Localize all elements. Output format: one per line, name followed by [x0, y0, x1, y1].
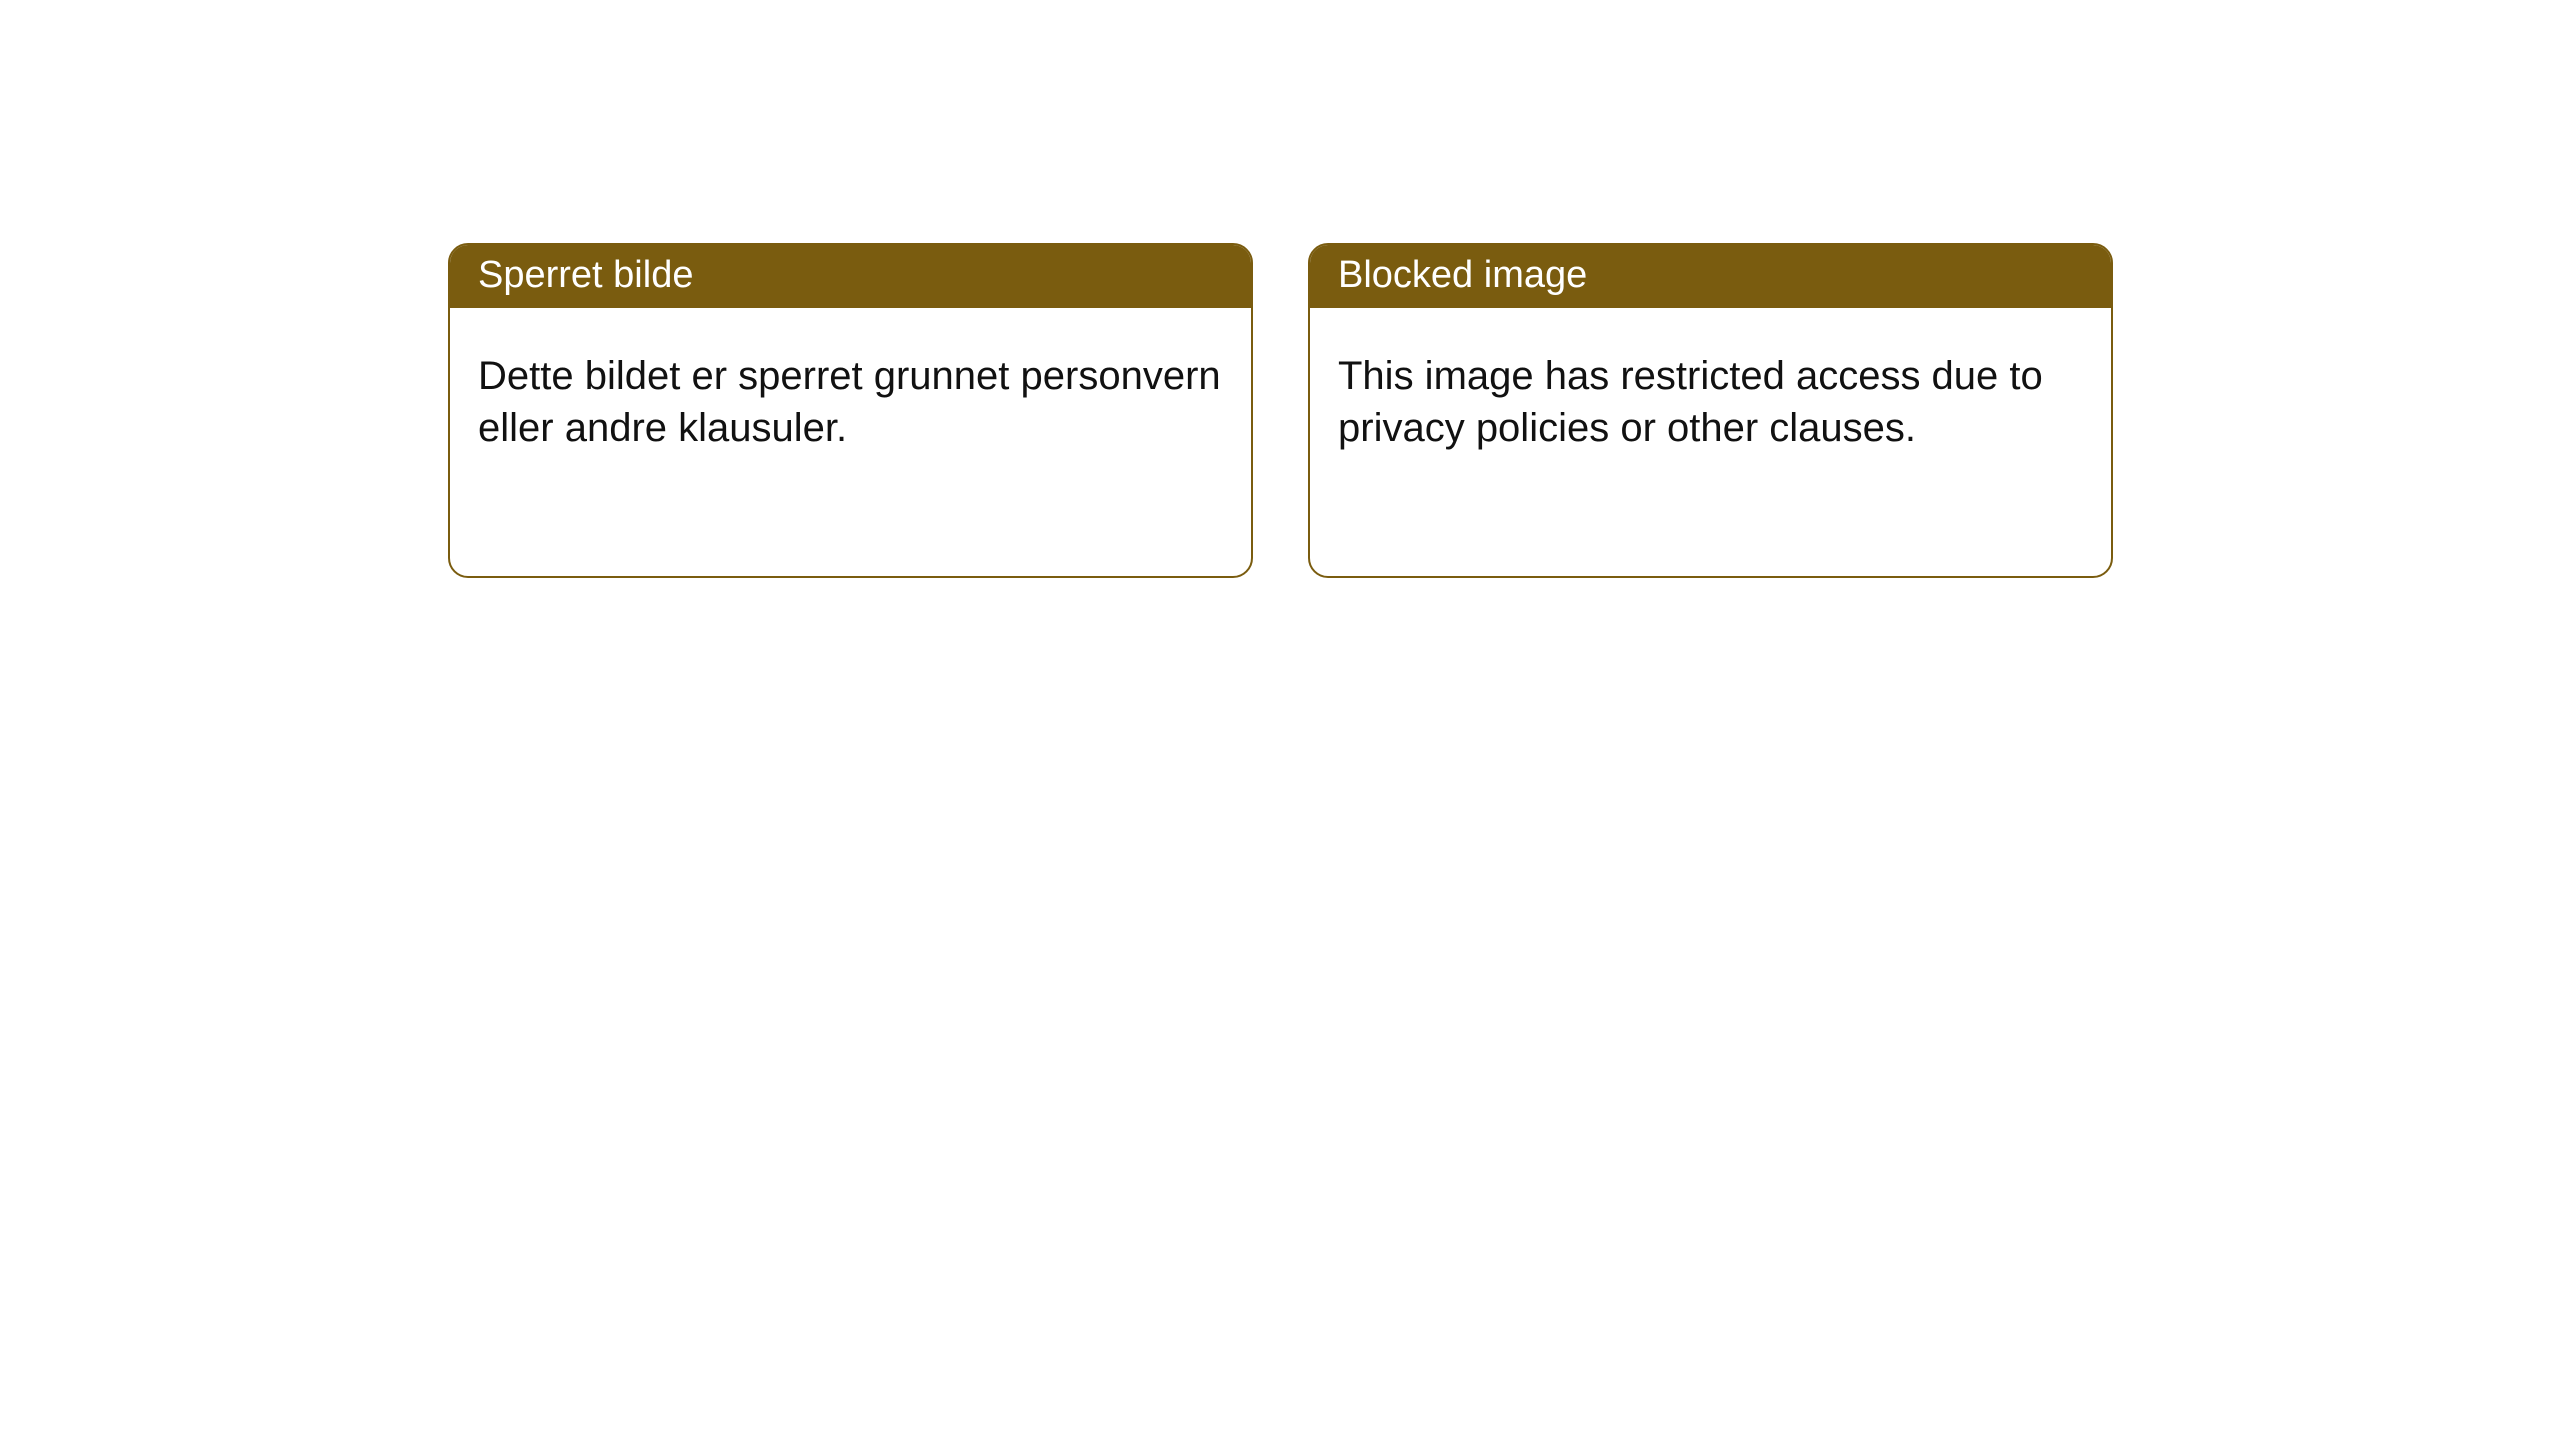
card-body-text: Dette bildet er sperret grunnet personve… — [478, 354, 1221, 450]
card-title: Sperret bilde — [478, 254, 693, 296]
card-body-text: This image has restricted access due to … — [1338, 354, 2043, 450]
notice-container: Sperret bilde Dette bildet er sperret gr… — [0, 0, 2560, 578]
card-header: Sperret bilde — [450, 245, 1251, 308]
card-header: Blocked image — [1310, 245, 2111, 308]
card-title: Blocked image — [1338, 254, 1587, 296]
card-body: Dette bildet er sperret grunnet personve… — [450, 308, 1251, 482]
notice-card-english: Blocked image This image has restricted … — [1308, 243, 2113, 578]
notice-card-norwegian: Sperret bilde Dette bildet er sperret gr… — [448, 243, 1253, 578]
card-body: This image has restricted access due to … — [1310, 308, 2111, 482]
